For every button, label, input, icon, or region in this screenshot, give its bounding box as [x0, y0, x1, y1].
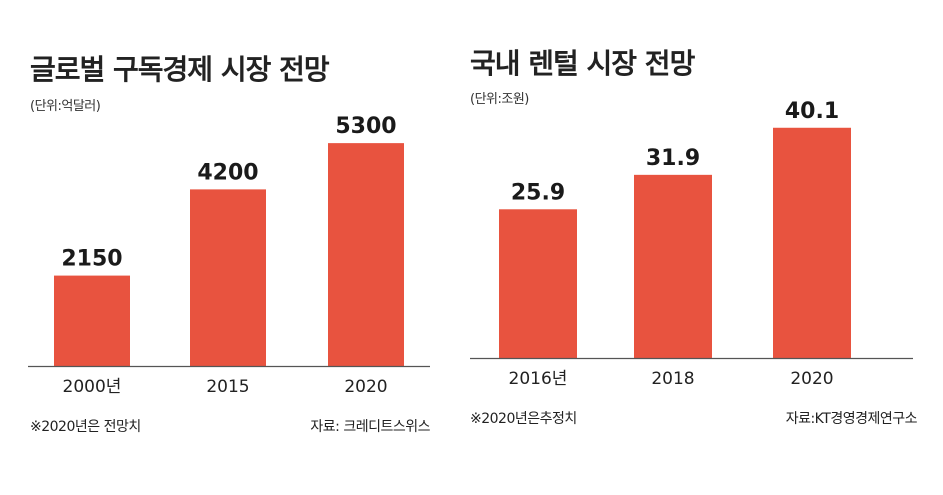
bar-2020: [773, 127, 851, 358]
data-label: 40.1: [785, 99, 839, 124]
footnote: ※2020년은 전망치: [30, 419, 141, 435]
data-label: 31.9: [646, 146, 700, 171]
source-label: 자료: 크레디트스위스: [310, 419, 430, 435]
bar-2016년: [499, 209, 577, 358]
chart-panel-domestic-rental: 국내 렌털 시장 전망 (단위:조원) 25.9 2016년 31.9 2018 40.…: [460, 0, 943, 495]
bar-2020: [328, 143, 404, 366]
x-tick-label: 2020: [790, 369, 833, 389]
unit-label: (단위:억달러): [30, 99, 101, 114]
footnote: ※2020년은추정치: [470, 411, 577, 427]
data-label: 25.9: [511, 180, 565, 205]
bar-2015: [190, 189, 266, 366]
bar-2000년: [54, 275, 130, 366]
data-label: 2150: [61, 247, 122, 272]
bar-chart-domestic-rental: 25.9 2016년 31.9 2018 40.1 2020: [470, 99, 913, 389]
bar-chart-global-subscription: 2150 2000년 4200 2015 5300 2020: [28, 114, 430, 397]
x-tick-label: 2018: [651, 369, 694, 389]
chart-panel-global-subscription: 글로벌 구독경제 시장 전망 (단위:억달러) 2150 2000년 4200 201…: [0, 0, 460, 495]
x-tick-label: 2016년: [509, 369, 568, 389]
x-tick-label: 2000년: [63, 377, 122, 397]
chart-title: 글로벌 구독경제 시장 전망: [30, 53, 330, 86]
bar-2018: [634, 174, 712, 358]
data-label: 4200: [197, 160, 258, 185]
x-tick-label: 2015: [206, 377, 249, 397]
x-tick-label: 2020: [344, 377, 387, 397]
source-label: 자료:KT경영경제연구소: [785, 411, 918, 427]
unit-label: (단위:조원): [470, 92, 529, 107]
chart-title: 국내 렌털 시장 전망: [470, 47, 695, 80]
data-label: 5300: [335, 114, 396, 139]
